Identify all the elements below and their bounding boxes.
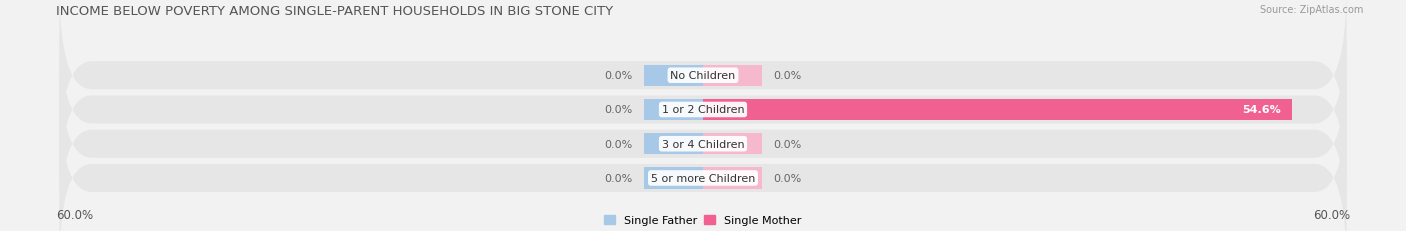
- Legend: Single Father, Single Mother: Single Father, Single Mother: [605, 215, 801, 225]
- Text: 60.0%: 60.0%: [56, 208, 93, 221]
- Bar: [703, 65, 762, 86]
- Text: 0.0%: 0.0%: [605, 173, 633, 183]
- Text: 60.0%: 60.0%: [1313, 208, 1350, 221]
- Text: 5 or more Children: 5 or more Children: [651, 173, 755, 183]
- Text: 54.6%: 54.6%: [1241, 105, 1281, 115]
- Text: 0.0%: 0.0%: [605, 105, 633, 115]
- Text: No Children: No Children: [671, 71, 735, 81]
- Bar: [703, 99, 1292, 121]
- Bar: [703, 134, 762, 155]
- Text: 0.0%: 0.0%: [773, 139, 801, 149]
- Text: 0.0%: 0.0%: [605, 139, 633, 149]
- Text: 1 or 2 Children: 1 or 2 Children: [662, 105, 744, 115]
- FancyBboxPatch shape: [59, 22, 1347, 198]
- FancyBboxPatch shape: [59, 90, 1347, 231]
- Bar: [644, 65, 703, 86]
- Text: 0.0%: 0.0%: [773, 71, 801, 81]
- FancyBboxPatch shape: [59, 0, 1347, 164]
- Text: 3 or 4 Children: 3 or 4 Children: [662, 139, 744, 149]
- Text: 0.0%: 0.0%: [605, 71, 633, 81]
- Bar: [703, 168, 762, 189]
- FancyBboxPatch shape: [59, 56, 1347, 231]
- Bar: [644, 99, 703, 121]
- Text: 0.0%: 0.0%: [773, 173, 801, 183]
- Text: Source: ZipAtlas.com: Source: ZipAtlas.com: [1260, 5, 1364, 15]
- Bar: [644, 168, 703, 189]
- Bar: [644, 134, 703, 155]
- Text: INCOME BELOW POVERTY AMONG SINGLE-PARENT HOUSEHOLDS IN BIG STONE CITY: INCOME BELOW POVERTY AMONG SINGLE-PARENT…: [56, 5, 613, 18]
